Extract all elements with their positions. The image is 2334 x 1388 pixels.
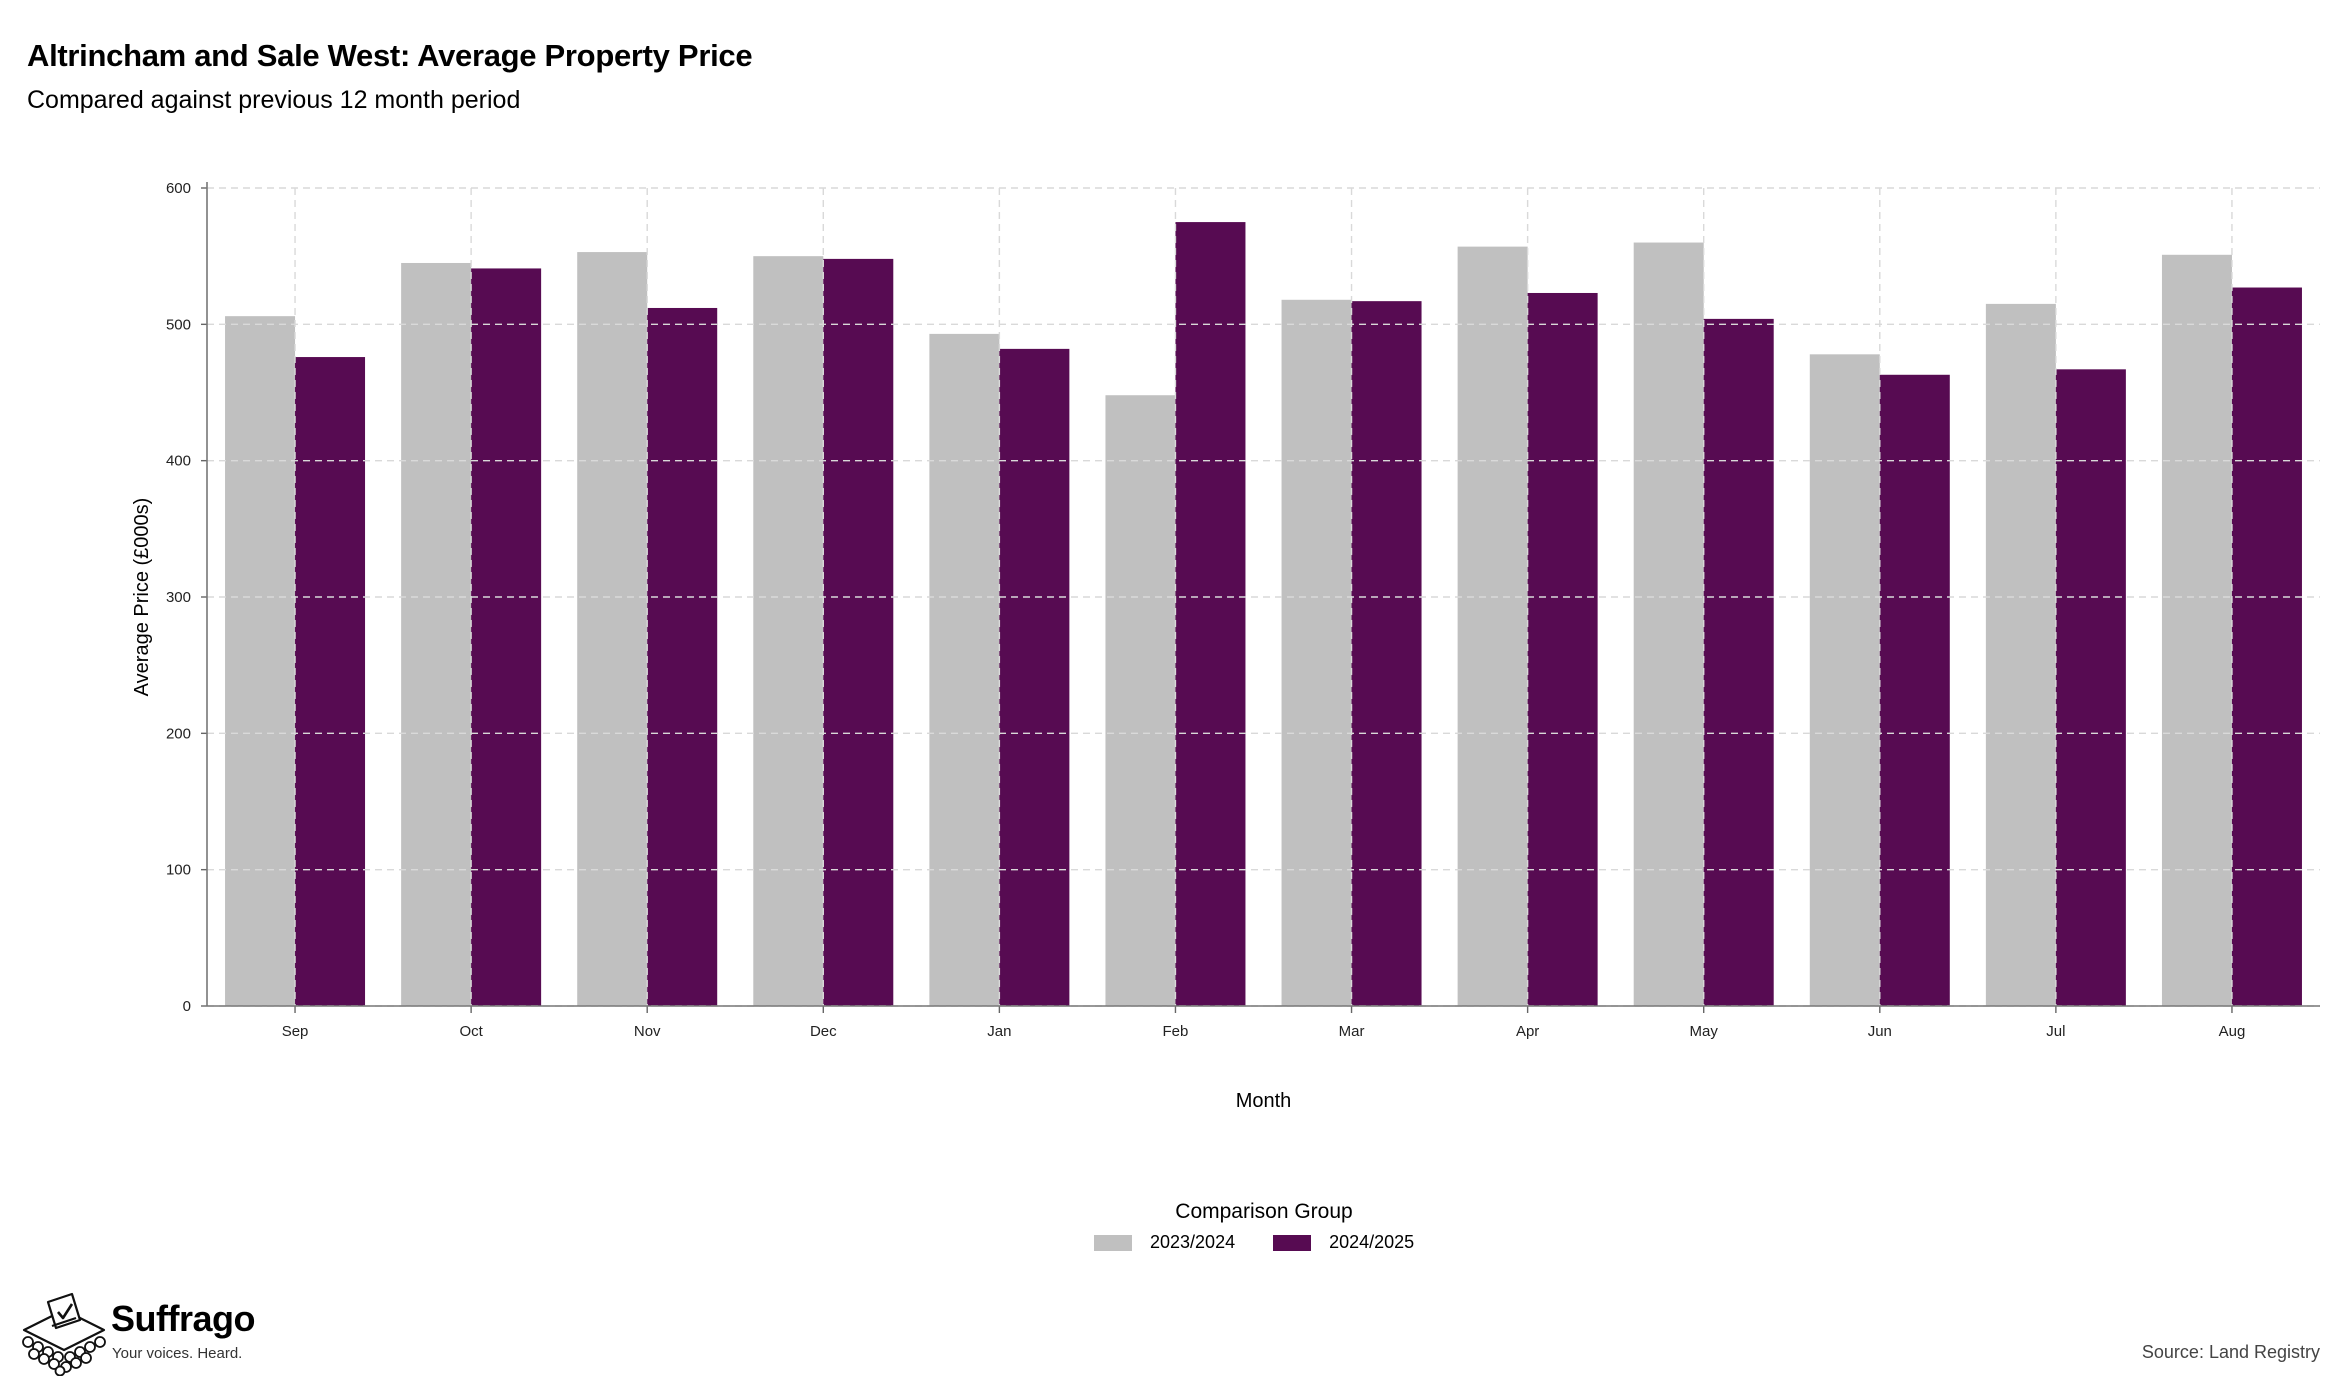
bar-2023-2024-jan	[929, 333, 1000, 1006]
bar-2024-2025-apr	[1527, 292, 1598, 1006]
bar-2023-2024-feb	[1105, 395, 1176, 1006]
x-tick-label: Dec	[810, 1023, 837, 1040]
bar-2024-2025-may	[1703, 318, 1774, 1006]
x-tick-label: Nov	[634, 1023, 661, 1040]
legend: 2023/2024 2024/2025	[1094, 1232, 1452, 1253]
bar-2023-2024-oct	[401, 262, 472, 1006]
bar-2023-2024-aug	[2161, 254, 2232, 1006]
bar-2023-2024-jul	[1985, 303, 2056, 1007]
bar-2023-2024-sep	[225, 316, 296, 1006]
legend-swatch	[1273, 1234, 1312, 1251]
bar-2024-2025-feb	[1175, 222, 1246, 1007]
brand-tagline: Your voices. Heard.	[112, 1345, 243, 1362]
x-tick-label: Sep	[282, 1023, 309, 1040]
bar-2024-2025-dec	[823, 258, 894, 1007]
axes	[201, 182, 2320, 1013]
bar-2024-2025-jun	[1879, 374, 1950, 1006]
bar-2024-2025-sep	[295, 357, 366, 1006]
y-tick-label: 0	[183, 998, 191, 1015]
y-tick-label: 400	[166, 453, 191, 470]
x-tick-label: Mar	[1339, 1023, 1365, 1040]
y-tick-label: 200	[166, 725, 191, 742]
bar-2023-2024-dec	[753, 256, 824, 1007]
y-tick-label: 100	[166, 862, 191, 879]
legend-title: Comparison Group	[1175, 1200, 1353, 1223]
x-tick-label: Feb	[1163, 1023, 1189, 1040]
legend-label: 2024/2025	[1329, 1232, 1415, 1252]
x-tick-label: Jan	[987, 1023, 1011, 1040]
x-tick-label: Oct	[459, 1023, 483, 1040]
x-tick-label: May	[1690, 1023, 1719, 1040]
bar-2024-2025-jul	[2055, 369, 2126, 1006]
source-note: Source: Land Registry	[2141, 1342, 2320, 1362]
y-axis-label: Average Price (£000s)	[131, 498, 153, 697]
legend-swatch	[1094, 1234, 1132, 1251]
bar-2024-2025-jan	[999, 348, 1070, 1007]
brand-name: Suffrago	[111, 1298, 256, 1339]
x-tick-label: Jun	[1868, 1023, 1892, 1040]
x-tick-label: Jul	[2046, 1023, 2065, 1040]
legend-item-2023-2024: 2023/2024	[1094, 1232, 1235, 1253]
bar-2024-2025-aug	[2231, 287, 2302, 1007]
x-axis-label: Month	[1236, 1090, 1292, 1112]
legend-label: 2023/2024	[1150, 1232, 1236, 1252]
x-tick-label: Aug	[2219, 1023, 2246, 1040]
bar-2024-2025-mar	[1351, 301, 1422, 1006]
chart-subtitle: Compared against previous 12 month perio…	[27, 86, 521, 114]
bars	[225, 222, 2302, 1007]
ballot-box-icon	[22, 1292, 106, 1376]
tick-labels: 0 100 200 300 400 500 600 Sep Oct Nov Dec Jan Feb Mar…	[166, 180, 2245, 1040]
bar-2023-2024-may	[1633, 242, 1704, 1007]
bar-2023-2024-apr	[1457, 246, 1528, 1006]
chart-title: Altrincham and Sale West: Average Proper…	[27, 38, 753, 73]
bar-chart: 0 100 200 300 400 500 600 Sep Oct Nov Dec Jan Feb Mar…	[131, 180, 2320, 1112]
bar-2023-2024-mar	[1281, 299, 1352, 1006]
legend-item-2024-2025: 2024/2025	[1273, 1232, 1414, 1253]
y-tick-label: 600	[166, 180, 191, 197]
y-tick-label: 500	[166, 316, 191, 333]
bar-2023-2024-jun	[1809, 354, 1880, 1006]
bar-2023-2024-nov	[577, 252, 648, 1006]
y-tick-label: 300	[166, 589, 191, 606]
bar-2024-2025-nov	[647, 307, 718, 1006]
bar-2024-2025-oct	[471, 268, 542, 1007]
grid-lines	[207, 187, 2320, 1007]
x-tick-label: Apr	[1516, 1023, 1539, 1040]
